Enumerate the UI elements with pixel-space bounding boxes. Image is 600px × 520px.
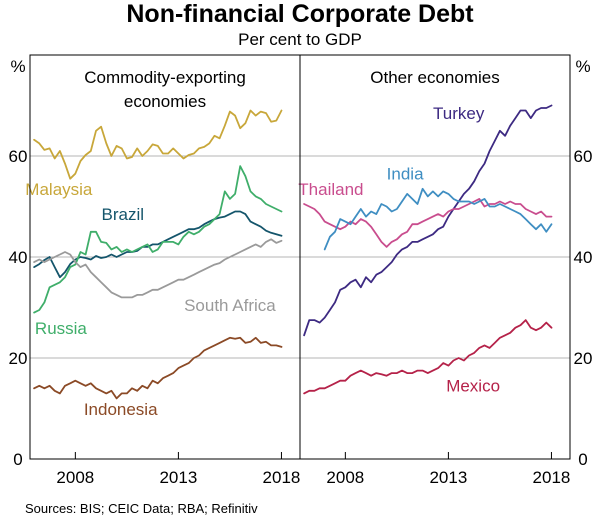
right-y-tick-label-20: 20 [574, 349, 593, 368]
left-y-tick-label-20: 20 [9, 349, 28, 368]
right-y-tick-label-0: 0 [578, 450, 587, 469]
right-series-line-india [323, 187, 553, 251]
right-series-label-india: India [387, 165, 424, 184]
left-y-tick-label-40: 40 [9, 248, 28, 267]
left-series-label-russia: Russia [35, 319, 88, 338]
left-panel-title-line-1: Commodity-exporting [84, 68, 246, 87]
right-series-line-mexico [303, 319, 553, 395]
panels: Commodity-exporting economies 0 20 40 60 2008 2… [9, 68, 593, 487]
right-x-tick-label-2018: 2018 [533, 468, 571, 487]
chart-subtitle: Per cent to GDP [238, 30, 362, 49]
left-x-tick-label-2013: 2013 [159, 468, 197, 487]
source-note: Sources: BIS; CEIC Data; RBA; Refinitiv [25, 501, 258, 516]
y-unit-left: % [10, 57, 25, 76]
left-panel-title-line-2: economies [124, 92, 206, 111]
left-series-line-russia [33, 165, 283, 314]
right-y-tick-label-60: 60 [574, 147, 593, 166]
right-series-label-mexico: Mexico [446, 376, 500, 395]
left-x-tick-label-2018: 2018 [263, 468, 301, 487]
left-series-line-south-africa [33, 238, 283, 299]
left-series-label-indonesia: Indonesia [84, 400, 158, 419]
left-series-line-brazil [33, 210, 283, 279]
left-x-tick-label-2008: 2008 [56, 468, 94, 487]
right-x-tick-label-2008: 2008 [326, 468, 364, 487]
left-y-tick-label-0: 0 [13, 450, 22, 469]
right-series-line-thailand [303, 197, 553, 248]
left-series-label-malaysia: Malaysia [25, 180, 93, 199]
right-series-label-thailand: Thailand [298, 180, 363, 199]
right-y-tick-label-40: 40 [574, 248, 593, 267]
left-series-line-malaysia [33, 109, 283, 180]
right-series-label-turkey: Turkey [433, 104, 485, 123]
left-series-label-brazil: Brazil [101, 205, 144, 224]
chart-title: Non-financial Corporate Debt [126, 0, 474, 28]
y-unit-right: % [575, 57, 590, 76]
right-x-tick-label-2013: 2013 [429, 468, 467, 487]
right-series-line-turkey [303, 104, 553, 337]
left-y-tick-label-60: 60 [9, 147, 28, 166]
right-panel-title-line-1: Other economies [370, 68, 499, 87]
left-series-label-south-africa: South Africa [184, 296, 276, 315]
left-series-line-indonesia [33, 336, 283, 400]
